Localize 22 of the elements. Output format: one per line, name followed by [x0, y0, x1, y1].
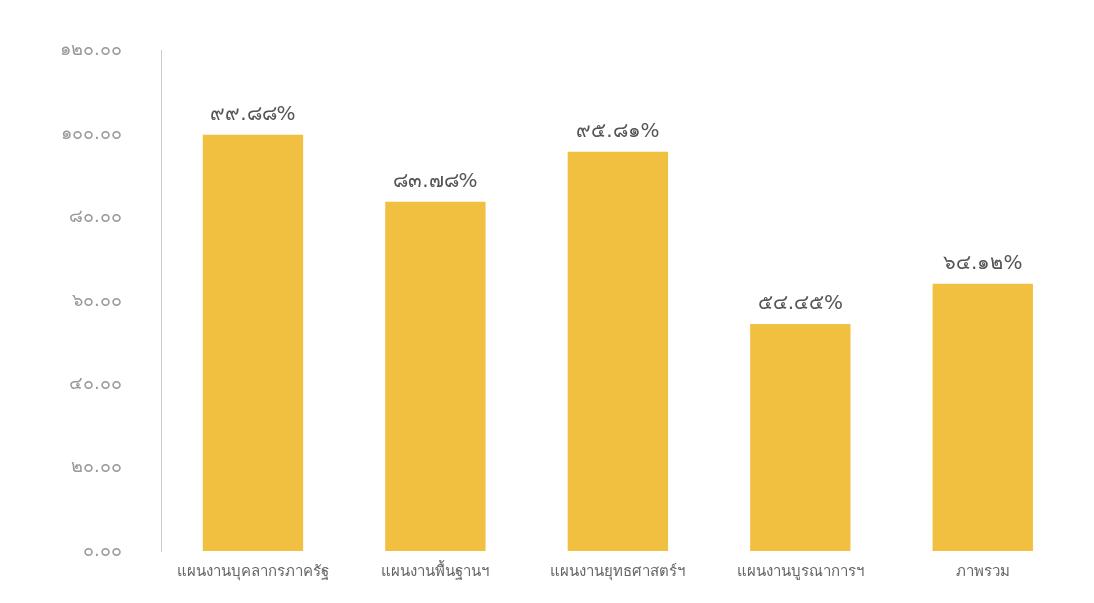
bar — [567, 151, 669, 551]
y-tick-label: ๑๐๐.๐๐ — [60, 121, 122, 143]
bar — [385, 201, 486, 551]
data-label: ๙๙.๘๘% — [210, 100, 296, 125]
x-tick-label: แผนงานพื้นฐานฯ — [381, 559, 490, 580]
y-tick-label: ๒๐.๐๐ — [70, 455, 122, 477]
x-tick-label: ภาพรวม — [955, 561, 1010, 580]
x-tick-label: แผนงานบุคลากรภาครัฐ — [176, 561, 329, 581]
y-tick-label: ๔๐.๐๐ — [68, 371, 122, 393]
bar — [750, 324, 851, 551]
data-label: ๖๔.๑๒% — [943, 249, 1023, 274]
y-tick-label: ๖๐.๐๐ — [71, 288, 122, 310]
y-tick-label: ๘๐.๐๐ — [68, 205, 122, 227]
y-tick-label: ๐.๐๐ — [82, 538, 122, 560]
data-label: ๙๕.๘๑% — [576, 117, 660, 142]
y-tick-label: ๑๒๐.๐๐ — [59, 38, 122, 60]
data-label: ๕๔.๔๕% — [757, 290, 843, 315]
data-label: ๘๓.๗๘% — [393, 167, 478, 192]
x-tick-label: แผนงานบูรณาการฯ — [736, 561, 864, 580]
bar — [202, 134, 304, 551]
x-tick-label: แผนงานยุทธศาสตร์ฯ — [550, 561, 686, 581]
bar — [932, 283, 1033, 551]
